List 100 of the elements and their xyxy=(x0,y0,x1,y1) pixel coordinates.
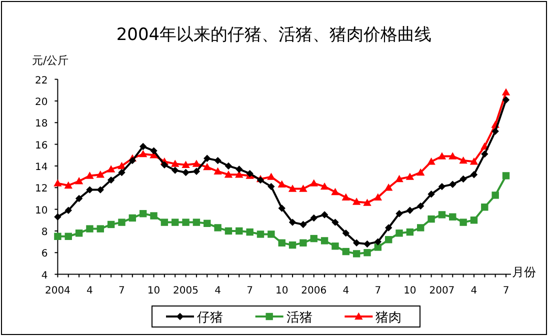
point xyxy=(268,230,275,238)
point xyxy=(492,192,499,199)
point xyxy=(449,180,456,188)
point xyxy=(364,249,371,256)
x-tick-label: 2006 xyxy=(301,285,327,296)
point xyxy=(192,218,200,226)
point xyxy=(300,220,307,228)
point xyxy=(310,234,318,242)
point xyxy=(352,250,360,258)
point xyxy=(192,168,200,175)
x-tick-label: 4 xyxy=(342,285,350,296)
x-tick-label: 7 xyxy=(118,285,125,296)
point xyxy=(160,218,168,226)
x-tick-label: 7 xyxy=(246,285,254,296)
point xyxy=(300,239,307,246)
point xyxy=(86,186,94,194)
point xyxy=(470,158,478,165)
point xyxy=(352,239,360,246)
point xyxy=(449,213,456,220)
point xyxy=(438,211,446,218)
point xyxy=(395,174,404,182)
point xyxy=(470,216,478,224)
x-axis-title: 月份 xyxy=(512,265,536,279)
point xyxy=(75,194,83,202)
legend-label: 猪肉 xyxy=(376,310,402,326)
x-tick-label: 2004 xyxy=(44,285,70,296)
chart-title: 2004年以来的仔猪、活猪、猪肉价格曲线 xyxy=(116,25,432,45)
point xyxy=(460,218,467,226)
point xyxy=(396,210,403,218)
y-axis-title: 元/公斤 xyxy=(32,54,69,67)
x-tick-label: 10 xyxy=(275,285,288,296)
x-tick-label: 4 xyxy=(214,285,221,296)
point xyxy=(256,230,264,238)
point xyxy=(417,202,424,210)
point xyxy=(278,180,286,188)
point xyxy=(224,162,232,170)
point xyxy=(267,172,276,180)
point xyxy=(438,152,446,160)
point xyxy=(288,184,297,192)
point xyxy=(384,236,392,244)
point xyxy=(118,162,126,170)
point xyxy=(182,168,190,176)
y-tick-label: 14 xyxy=(34,162,48,173)
point xyxy=(172,166,179,174)
point xyxy=(160,161,168,168)
point xyxy=(64,206,72,214)
x-tick-label: 7 xyxy=(374,285,382,296)
point xyxy=(75,230,83,237)
point xyxy=(364,240,371,248)
point xyxy=(64,232,72,240)
point xyxy=(331,188,340,196)
point xyxy=(320,182,329,190)
point xyxy=(118,168,126,176)
point xyxy=(138,150,148,158)
x-tick-label: 4 xyxy=(86,285,93,296)
y-tick-label: 4 xyxy=(41,270,48,282)
point xyxy=(427,158,436,165)
y-tick-label: 6 xyxy=(41,248,48,260)
point xyxy=(182,218,190,226)
point xyxy=(363,198,372,206)
point xyxy=(374,244,382,251)
point xyxy=(54,232,62,240)
y-tick-label: 22 xyxy=(34,75,48,86)
point xyxy=(288,241,296,249)
point xyxy=(406,228,414,236)
y-tick-label: 18 xyxy=(34,118,48,130)
point xyxy=(246,228,254,236)
y-tick-label: 8 xyxy=(41,226,48,238)
point xyxy=(416,168,425,176)
legend-label: 活猪 xyxy=(286,310,312,326)
point xyxy=(192,160,201,167)
point xyxy=(224,227,232,235)
point xyxy=(310,214,318,222)
point xyxy=(374,193,382,200)
point xyxy=(406,172,414,180)
point xyxy=(438,182,446,190)
y-tick-label: 12 xyxy=(34,184,48,195)
point xyxy=(320,237,328,244)
point xyxy=(224,170,233,178)
point xyxy=(236,227,243,235)
point xyxy=(320,211,328,218)
point xyxy=(139,210,147,218)
point xyxy=(332,218,339,226)
point xyxy=(374,238,382,246)
point xyxy=(54,179,62,186)
point xyxy=(74,177,84,184)
point xyxy=(236,166,243,173)
point xyxy=(492,128,499,135)
point xyxy=(118,218,126,226)
point xyxy=(278,204,286,212)
point xyxy=(64,181,72,189)
point xyxy=(86,172,94,179)
point xyxy=(460,175,467,183)
point xyxy=(481,204,488,211)
point xyxy=(171,160,180,167)
point xyxy=(203,162,212,170)
point xyxy=(150,212,158,220)
point xyxy=(384,224,392,232)
point xyxy=(268,182,275,190)
point xyxy=(352,198,361,205)
